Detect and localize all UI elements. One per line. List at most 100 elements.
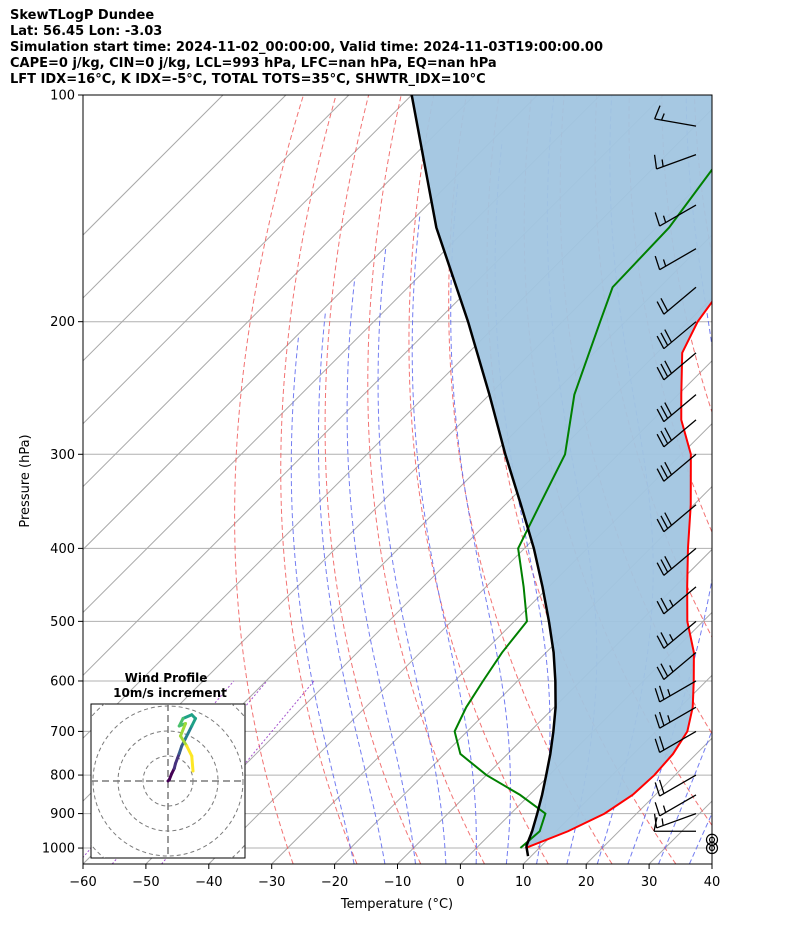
barb-flag-full [654, 782, 661, 797]
barb-flag-full [664, 555, 673, 570]
barb-shaft [663, 586, 697, 615]
wind-barb-250 [656, 394, 697, 423]
dry-adiabat-0 [367, 95, 485, 864]
barb-shaft [659, 680, 697, 703]
moist-adiabat--20 [290, 337, 355, 864]
barb-flag-full [656, 666, 665, 680]
wind-barb-270 [656, 419, 697, 448]
barb-shaft [663, 652, 697, 681]
barb-flag-full [660, 515, 669, 529]
barb-flag-half [669, 634, 674, 641]
moist-adiabat-45 [751, 95, 794, 864]
barb-flag-full [654, 738, 661, 753]
isotherm-50 [775, 95, 794, 864]
cape-cin-shading [411, 95, 712, 849]
barb-flag-full [658, 736, 665, 751]
isotherm--150 [83, 95, 287, 299]
profile-layer [410, 95, 712, 857]
barb-shaft [663, 504, 697, 533]
wind-barb-700 [654, 730, 697, 753]
barb-flag-full [664, 461, 673, 476]
y-tick-label-500: 500 [50, 615, 75, 630]
barb-shaft [659, 706, 697, 729]
barb-flag-full [660, 332, 669, 346]
barb-flag-half [662, 805, 667, 813]
barb-flag-half [661, 818, 664, 826]
barb-shaft [663, 620, 697, 649]
barb-shaft [663, 352, 697, 381]
barb-shaft [663, 394, 697, 423]
hodograph-segment-14 [179, 722, 187, 738]
isotherm-40 [711, 863, 712, 864]
barb-flag-full [653, 154, 658, 170]
barb-flag-full [654, 802, 661, 817]
y-axis-label: Pressure (hPa) [18, 434, 33, 527]
y-tick-label-400: 400 [50, 542, 75, 557]
y-tick-label-300: 300 [50, 448, 75, 463]
hodograph-segment-15 [179, 734, 189, 748]
cape-fill-layer [411, 95, 712, 849]
isotherm--120 [83, 95, 475, 488]
wind-barb-400 [656, 547, 697, 576]
time-line: Simulation start time: 2024-11-02_00:00:… [10, 40, 603, 55]
barb-flag-full [656, 366, 665, 381]
barb-shaft [663, 321, 697, 350]
temperature-profile [525, 300, 712, 849]
barb-flag-full [656, 518, 665, 533]
chart-header: SkewTLogP Dundee Lat: 56.45 Lon: -3.03 S… [10, 8, 603, 88]
hodograph-title: Wind Profile [125, 671, 208, 685]
barb-flag-half [661, 159, 664, 167]
moist-adiabat-30 [658, 729, 712, 864]
barb-flag-full [664, 402, 673, 416]
barb-flag-half [669, 665, 674, 673]
barb-flag-full [664, 512, 673, 526]
index-line: LFT IDX=16°C, K IDX=-5°C, TOTAL TOTS=35°… [10, 72, 486, 87]
parcel-profile [410, 95, 557, 857]
barb-shaft [659, 794, 697, 817]
barb-shaft [663, 286, 697, 315]
barb-flag-full [654, 714, 661, 729]
barb-shaft [659, 204, 697, 227]
x-tick-label-30: 30 [641, 875, 658, 890]
barb-flag-full [660, 405, 669, 419]
x-tick-label--50: −50 [132, 875, 159, 890]
wind-barb-160 [654, 248, 697, 271]
hodograph-inset: Wind Profile 10m/s increment [90, 671, 246, 859]
barb-flag-full [656, 408, 665, 422]
barb-flag-full [658, 685, 665, 700]
barb-flag-full [660, 298, 669, 312]
y-tick-label-100: 100 [50, 89, 75, 104]
location-line: Lat: 56.45 Lon: -3.03 [10, 24, 163, 39]
barb-flag-full [656, 468, 665, 482]
barb-flag-half [667, 715, 671, 723]
x-tick-label-40: 40 [704, 875, 721, 890]
barb-flag-full [660, 597, 669, 611]
barb-flag-full [660, 430, 669, 444]
isotherm--130 [83, 95, 413, 425]
barb-shaft [659, 248, 697, 271]
wind-barb-900 [653, 812, 697, 829]
barb-flag-half [660, 113, 665, 121]
x-tick-label-20: 20 [578, 875, 595, 890]
barb-flag-full [656, 600, 665, 615]
barb-shaft [659, 774, 697, 797]
barb-flag-full [660, 465, 669, 479]
barb-flag-full [660, 559, 669, 573]
wind-barb-450 [656, 586, 697, 615]
isotherm--110 [83, 95, 538, 551]
moist-adiabat-0 [411, 216, 477, 864]
y-tick-label-900: 900 [50, 807, 75, 822]
barb-flag-full [654, 688, 661, 703]
cape-line: CAPE=0 j/kg, CIN=0 j/kg, LCL=993 hPa, LF… [10, 56, 497, 71]
barb-shaft [663, 419, 697, 448]
dry-adiabat-100 [727, 95, 794, 864]
hodograph-subtitle: 10m/s increment [113, 686, 227, 700]
dry-adiabat--20 [280, 95, 358, 864]
isotherm--140 [83, 95, 350, 362]
moist-adiabat-5 [450, 180, 511, 864]
hodograph-segment-17 [190, 754, 195, 773]
barb-flag-full [654, 255, 661, 270]
barb-flag-half [662, 215, 667, 223]
y-tick-label-1000: 1000 [42, 842, 75, 857]
